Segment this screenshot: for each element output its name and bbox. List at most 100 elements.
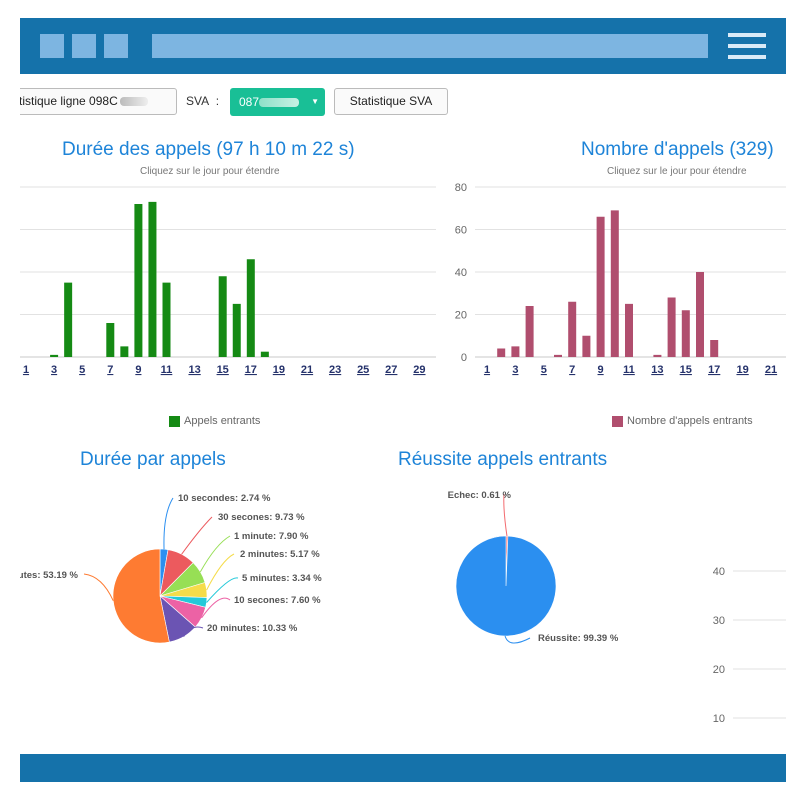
legend-swatch-green: [169, 416, 180, 427]
duration-bar-15[interactable]: [218, 276, 227, 357]
duration-chart-title: Durée des appels (97 h 10 m 22 s): [62, 139, 355, 160]
sva-select[interactable]: 087 ▼: [230, 88, 325, 116]
duration-pie-leader-line: [201, 597, 231, 619]
duration-bar-17[interactable]: [246, 259, 255, 357]
duration-bar-10[interactable]: [148, 201, 157, 357]
masked-number: [119, 97, 148, 107]
duration-x-tick-label-11[interactable]: 11: [161, 364, 173, 376]
count-x-tick-label-15[interactable]: 15: [680, 364, 692, 376]
count-x-tick-label-9[interactable]: 9: [598, 364, 604, 376]
success-pie-slice-1[interactable]: [455, 535, 557, 637]
duration-x-tick-label-9[interactable]: 9: [135, 364, 141, 376]
duration-x-tick-label-7[interactable]: 7: [107, 364, 113, 376]
count-bar-16[interactable]: [696, 272, 704, 357]
duration-x-tick-label-3[interactable]: 3: [51, 364, 57, 376]
count-bar-4[interactable]: [525, 306, 534, 357]
count-bar-7[interactable]: [568, 301, 577, 357]
success-pie-chart: Echec: 0.61 % Réussite: 99.39 %: [448, 490, 619, 644]
count-y-tick-label: 0: [461, 352, 467, 364]
count-x-tick-label-19[interactable]: 19: [736, 364, 748, 376]
count-bar-2[interactable]: [497, 348, 506, 358]
count-chart-subtitle: Cliquez sur le jour pour étendre: [607, 166, 747, 177]
duration-x-tick-label-1[interactable]: 1: [23, 364, 29, 376]
duration-legend-label[interactable]: Appels entrants: [184, 415, 261, 427]
duration-bar-4[interactable]: [64, 282, 73, 357]
count-x-tick-label-21[interactable]: 21: [765, 364, 777, 376]
count-bar-13[interactable]: [653, 354, 662, 357]
count-x-tick-label-1[interactable]: 1: [484, 364, 490, 376]
duration-pie-slice-label: 5 minutes: 3.34 %: [242, 573, 322, 584]
duration-pie-slice-label: 1 minute: 7.90 %: [234, 531, 309, 542]
legend-swatch-maroon: [612, 416, 623, 427]
duration-x-tick-label-15[interactable]: 15: [217, 364, 229, 376]
duration-bar-11[interactable]: [162, 282, 171, 357]
count-x-tick-label-3[interactable]: 3: [512, 364, 518, 376]
count-y-tick-label: 80: [455, 182, 467, 194]
duration-bar-9[interactable]: [134, 204, 143, 357]
count-x-tick-label-17[interactable]: 17: [708, 364, 720, 376]
count-bar-9[interactable]: [596, 216, 605, 357]
top-header-bar: [20, 18, 786, 74]
duration-pie-slice-label: 10 secondes: 2.74 %: [178, 493, 271, 504]
count-bar-11[interactable]: [625, 303, 633, 357]
duration-bar-16[interactable]: [232, 303, 241, 357]
count-bar-6[interactable]: [554, 354, 562, 357]
duration-bar-7[interactable]: [106, 323, 115, 357]
count-chart-title: Nombre d'appels (329): [581, 139, 774, 160]
duration-pie-leader-line: [206, 577, 239, 603]
sva-label: SVA :: [186, 94, 220, 108]
hamburger-menu-icon[interactable]: [728, 33, 766, 60]
duration-bar-chart: 1 3 5 7 9 11 13 15 17 19 21 23 25 27 29: [20, 186, 436, 376]
header-logo-block-3: [104, 34, 128, 58]
sva-statistics-button[interactable]: Statistique SVA: [334, 88, 448, 115]
main-content: tistique ligne 098C SVA : 087 ▼ Statisti…: [20, 74, 786, 754]
count-bar-8[interactable]: [582, 335, 591, 357]
count-y-tick-label: 40: [455, 267, 467, 279]
duration-pie-slice-label: 10 secones: 7.60 %: [234, 595, 321, 606]
count-bar-17[interactable]: [710, 340, 719, 357]
duration-x-tick-label-23[interactable]: 23: [329, 364, 341, 376]
red-y-tick-label: 40: [713, 566, 725, 578]
count-bar-3[interactable]: [511, 346, 520, 357]
duration-x-tick-label-27[interactable]: 27: [385, 364, 397, 376]
red-bar-chart: 010203040123: [713, 566, 786, 724]
duration-x-tick-label-13[interactable]: 13: [188, 364, 200, 376]
count-legend-label[interactable]: Nombre d'appels entrants: [627, 415, 753, 427]
duration-pie-slice-label: utes: 53.19 %: [20, 570, 79, 581]
sva-selected-value: 087: [239, 95, 260, 109]
duration-bar-8[interactable]: [120, 346, 129, 357]
duration-pie-slice-label: 30 secones: 9.73 %: [218, 512, 305, 523]
masked-number: [259, 98, 300, 108]
success-pie-leader-line: [504, 635, 531, 644]
duration-x-tick-label-5[interactable]: 5: [79, 364, 85, 376]
duration-per-call-title: Durée par appels: [80, 449, 226, 470]
red-y-tick-label: 10: [713, 713, 725, 724]
count-bar-14[interactable]: [667, 297, 676, 358]
duration-bar-3[interactable]: [50, 354, 59, 357]
count-bar-10[interactable]: [610, 210, 619, 357]
success-pie-slice-label: Réussite: 99.39 %: [538, 633, 619, 644]
duration-x-tick-label-19[interactable]: 19: [273, 364, 285, 376]
duration-pie-leader-line: [181, 516, 213, 555]
duration-x-tick-label-17[interactable]: 17: [245, 364, 257, 376]
count-y-tick-label: 60: [455, 225, 467, 237]
count-x-tick-label-7[interactable]: 7: [569, 364, 575, 376]
count-x-tick-label-11[interactable]: 11: [623, 364, 635, 376]
duration-x-tick-label-21[interactable]: 21: [301, 364, 313, 376]
duration-pie-chart: 10 secondes: 2.74 % 30 secones: 9.73 % 1 m…: [20, 493, 322, 644]
count-bar-15[interactable]: [681, 310, 690, 357]
count-y-tick-label: 20: [455, 310, 467, 322]
duration-x-tick-label-25[interactable]: 25: [357, 364, 369, 376]
count-x-tick-label-5[interactable]: 5: [541, 364, 547, 376]
line-statistics-button[interactable]: tistique ligne 098C: [20, 88, 177, 115]
header-logo-block-2: [72, 34, 96, 58]
duration-x-tick-label-29[interactable]: 29: [413, 364, 425, 376]
duration-pie-leader-line: [163, 497, 174, 550]
count-x-tick-label-13[interactable]: 13: [651, 364, 663, 376]
duration-bar-18[interactable]: [260, 351, 269, 357]
caret-down-icon: ▼: [311, 97, 319, 106]
line-statistics-label: tistique ligne 098C: [20, 94, 118, 108]
duration-pie-leader-line: [206, 553, 235, 591]
footer-bar: [20, 754, 786, 782]
